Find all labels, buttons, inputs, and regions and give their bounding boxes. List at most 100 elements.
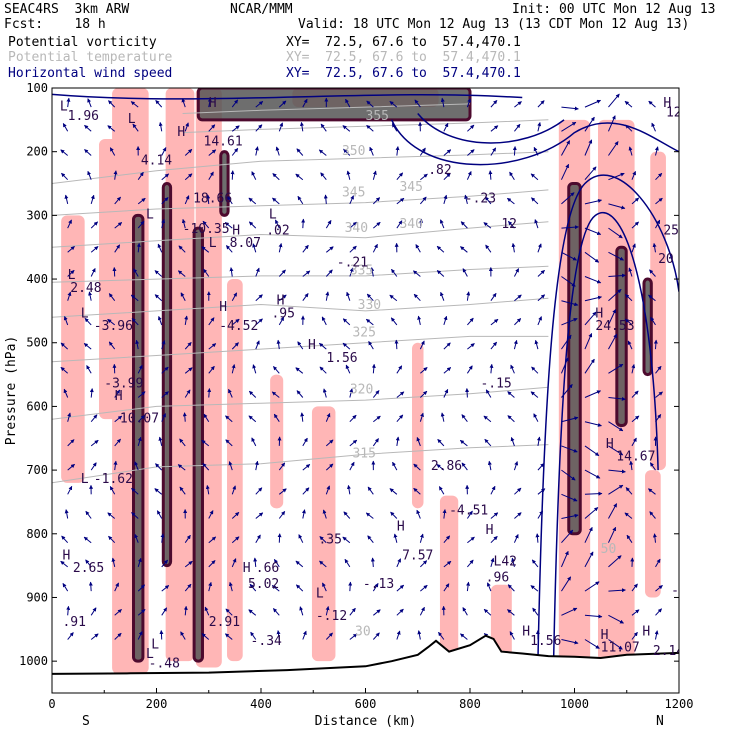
wind-vector	[208, 365, 215, 374]
x-tick-label: 1200	[665, 697, 694, 711]
wind-vector	[325, 220, 332, 229]
wind-vector	[561, 192, 575, 205]
wind-vector	[184, 560, 193, 568]
wind-vector	[507, 584, 515, 592]
pv-strong-contour	[192, 226, 204, 663]
wind-vector	[625, 124, 633, 132]
wind-vector	[584, 198, 603, 205]
wind-vector	[443, 194, 448, 205]
theta-contour-325	[52, 335, 549, 363]
wind-vector	[273, 413, 280, 422]
pv-extremum-label: L	[269, 208, 277, 223]
wind-vector	[302, 630, 307, 640]
wind-vector	[396, 172, 404, 181]
wind-vector	[373, 609, 381, 616]
wind-vector	[608, 484, 624, 495]
wind-vector	[584, 251, 600, 263]
pv-extremum-label: 2.86	[431, 459, 462, 474]
wind-vector	[349, 461, 355, 471]
wind-vector	[137, 415, 145, 423]
pv-extremum-label: 10.07	[120, 411, 159, 426]
wind-vector	[416, 509, 421, 519]
wind-vector	[443, 388, 449, 398]
theta-label: 335	[350, 264, 373, 279]
wind-vector	[249, 583, 257, 592]
wind-vector	[485, 389, 492, 398]
wind-vector	[255, 318, 263, 326]
header-fcst: Fcst: 18 h	[4, 17, 106, 32]
wind-vector	[370, 267, 375, 277]
wind-vector	[67, 632, 74, 640]
wind-vector	[561, 334, 572, 350]
wind-vector	[483, 415, 492, 423]
wind-vector	[228, 581, 233, 592]
wind-vector	[561, 513, 579, 519]
x-tick-label: 400	[250, 697, 272, 711]
pv-extremum-label: H	[243, 561, 251, 576]
wind-vector	[154, 488, 163, 495]
pv-extremum-label: L	[68, 268, 76, 283]
wind-vector	[296, 148, 304, 156]
theta-label: 30	[355, 625, 371, 640]
wind-vector	[319, 536, 327, 544]
wind-vector	[584, 276, 602, 284]
wind-vector	[514, 123, 521, 132]
y-tick-label: 600	[26, 399, 48, 413]
wind-vector	[224, 222, 233, 229]
wind-vector	[467, 343, 475, 350]
wind-vector	[325, 606, 330, 616]
wind-vector	[160, 533, 165, 543]
wind-vector	[513, 339, 518, 350]
wind-vector	[608, 333, 618, 350]
wind-vector	[137, 391, 146, 398]
pv-extremum-label: H	[642, 625, 650, 640]
wind-vector	[490, 100, 498, 108]
wind-vector	[467, 149, 475, 156]
wind-vector	[231, 536, 240, 544]
wind-vector	[184, 149, 193, 156]
wind-speed-contour	[417, 112, 565, 144]
wind-vector	[584, 99, 602, 108]
wind-vector	[161, 147, 167, 156]
pv-extremum-label: 1.56	[530, 634, 561, 649]
wind-vector	[537, 100, 545, 108]
wind-vector	[231, 558, 237, 568]
wind-vector	[608, 309, 617, 326]
theta-contour-350	[52, 151, 549, 184]
wind-vector	[655, 219, 661, 229]
wind-vector	[462, 607, 468, 616]
wind-vector	[372, 170, 377, 180]
wind-speed-contour	[552, 212, 659, 662]
wind-vector	[302, 464, 311, 471]
wind-vector	[484, 438, 492, 447]
pv-extremum-label: 8.07	[230, 236, 261, 251]
wind-vector	[63, 315, 69, 326]
wind-vector	[109, 147, 116, 156]
wind-vector	[369, 146, 374, 156]
wind-vector	[90, 633, 99, 640]
theta-label: 340	[345, 221, 368, 236]
wind-vector	[391, 123, 398, 132]
wind-vector	[466, 171, 472, 180]
theta-contour-315	[52, 444, 549, 484]
wind-vector	[396, 584, 405, 592]
wind-vector	[584, 614, 603, 619]
pv-strong-contour	[567, 182, 582, 536]
wind-vector	[420, 584, 428, 592]
wind-vector	[537, 294, 546, 302]
wind-vector	[248, 390, 257, 398]
wind-vector	[130, 294, 139, 302]
x-tick-label: 600	[355, 697, 377, 711]
terrain-line	[52, 634, 679, 675]
wind-vector	[295, 367, 304, 374]
pv-positive-shading	[270, 374, 284, 509]
wind-vector	[231, 99, 239, 108]
wind-vector	[66, 605, 71, 616]
wind-vector	[250, 631, 257, 640]
wind-vector	[608, 115, 616, 132]
wind-vector	[371, 363, 376, 374]
wind-vector	[349, 633, 358, 640]
y-tick-label: 700	[26, 463, 48, 477]
pv-extremum-label: .02	[266, 223, 289, 238]
pv-positive-shading	[412, 342, 424, 509]
